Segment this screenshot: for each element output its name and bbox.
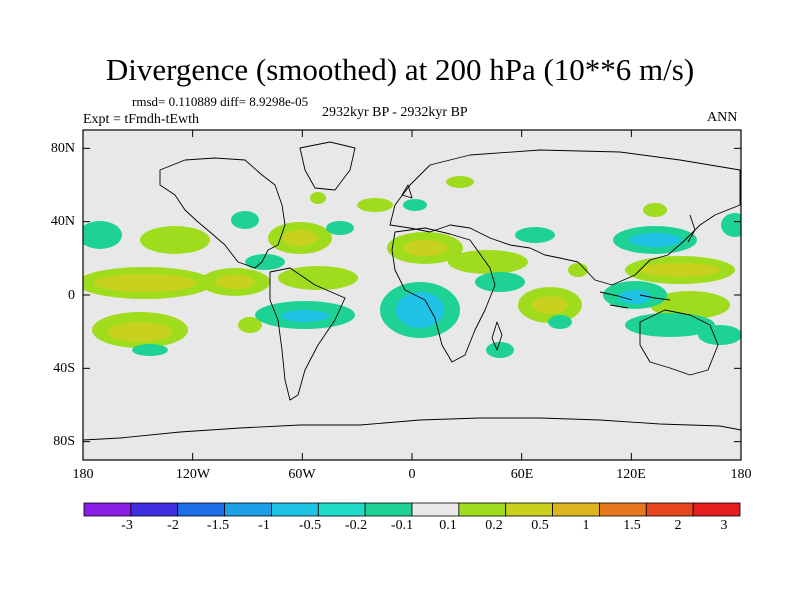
colorbar-label: 0.5: [531, 518, 549, 533]
colorbar-label: -0.1: [390, 518, 414, 533]
positive-core: [215, 275, 255, 289]
colorbar-swatch: [317, 502, 366, 517]
negative-region: [625, 313, 715, 337]
north-america-coast: [159, 157, 286, 269]
negative-region: [231, 211, 259, 229]
negative-region: [403, 199, 427, 211]
lon-label-180w: 180: [72, 467, 94, 482]
positive-region: [568, 263, 588, 277]
lon-label-180e: 180: [730, 467, 752, 482]
lat-label-equator: 0: [68, 288, 75, 303]
colorbar-label: 1: [582, 518, 590, 533]
period-label: 2932kyr BP - 2932kyr BP: [322, 105, 468, 120]
divergence-field: [83, 176, 741, 358]
colorbar-label: -0.5: [298, 518, 322, 533]
colorbar-swatch: [692, 502, 741, 517]
lat-label-80s: 80S: [53, 434, 75, 449]
negative-region: [83, 221, 122, 249]
lon-label-0: 0: [408, 467, 416, 482]
positive-region: [310, 192, 326, 204]
madagascar-coast: [491, 321, 503, 351]
strong-negative-regions: [281, 233, 681, 328]
africa-coast: [391, 227, 496, 363]
positive-core: [108, 322, 172, 342]
positive-region: [140, 226, 210, 254]
colorbar-swatch: [83, 502, 132, 517]
colorbar-swatch: [130, 502, 179, 517]
colorbar-swatch: [177, 502, 225, 517]
colorbar-swatch: [224, 502, 272, 517]
lon-label-60w: 60W: [288, 467, 316, 482]
colorbar-swatch: [552, 502, 600, 517]
positive-region: [278, 266, 358, 290]
negative-region: [721, 213, 741, 237]
japan-coast: [687, 214, 696, 243]
lat-label-80n: 80N: [50, 141, 75, 156]
colorbar-label: 1.5: [623, 518, 641, 533]
plot-title: Divergence (smoothed) at 200 hPa (10**6 …: [105, 52, 695, 87]
strong-positive-regions: [93, 230, 720, 342]
positive-region: [357, 198, 393, 212]
colorbar-swatch: [599, 502, 647, 517]
negative-region: [548, 315, 572, 329]
colorbar-swatch: [364, 502, 413, 517]
map-ticks: [82, 130, 742, 460]
negative-region: [132, 344, 168, 356]
negative-core: [629, 233, 681, 247]
positive-core: [93, 274, 197, 292]
stats-line: rmsd= 0.110889 diff= 8.9298e-05: [132, 94, 309, 109]
colorbar-swatch: [645, 502, 694, 517]
uk-coast: [401, 184, 413, 199]
europe-asia-coast: [389, 149, 741, 286]
colorbar-label: 2: [674, 518, 682, 533]
negative-region: [515, 227, 555, 243]
positive-region: [446, 176, 474, 188]
south-america-coast: [269, 267, 346, 401]
lat-label-40n: 40N: [50, 214, 75, 229]
colorbar-label: 0.1: [439, 518, 457, 533]
negative-core: [619, 290, 651, 304]
negative-core: [396, 292, 444, 328]
positive-core: [640, 263, 720, 277]
lat-label-40s: 40S: [53, 361, 75, 376]
lon-label-60e: 60E: [510, 467, 534, 482]
lon-label-120e: 120E: [616, 467, 646, 482]
negative-region: [486, 342, 514, 358]
negative-region: [326, 221, 354, 235]
positive-core: [282, 230, 318, 246]
colorbar-label: -1: [258, 518, 270, 533]
positive-region: [238, 317, 262, 333]
positive-region: [643, 203, 667, 217]
colorbar-swatch: [271, 502, 319, 517]
positive-core: [532, 296, 568, 314]
lon-label-120w: 120W: [175, 467, 211, 482]
colorbar-label: -1.5: [206, 518, 230, 533]
colorbar: [83, 502, 741, 517]
antarctica-coast: [83, 417, 741, 441]
negative-region: [698, 325, 741, 345]
colorbar-label: -0.2: [344, 518, 368, 533]
colorbar-swatch: [505, 502, 553, 517]
positive-region: [650, 291, 730, 319]
colorbar-label: -3: [121, 518, 133, 533]
colorbar-label: -2: [167, 518, 179, 533]
positive-core: [403, 240, 447, 256]
negative-region: [245, 254, 285, 270]
season-label: ANN: [707, 110, 738, 125]
colorbar-label: 3: [720, 518, 728, 533]
colorbar-label: 0.2: [485, 518, 503, 533]
colorbar-swatch: [458, 502, 507, 517]
greenland-coast: [299, 141, 356, 191]
colorbar-swatch: [411, 502, 460, 517]
experiment-label: Expt = tFmdh-tEwth: [83, 112, 200, 127]
positive-region: [448, 250, 528, 274]
negative-core: [281, 310, 329, 322]
indonesia-coast: [599, 291, 671, 309]
coastlines: [83, 141, 741, 441]
negative-region: [475, 272, 525, 292]
australia-coast: [639, 309, 719, 376]
